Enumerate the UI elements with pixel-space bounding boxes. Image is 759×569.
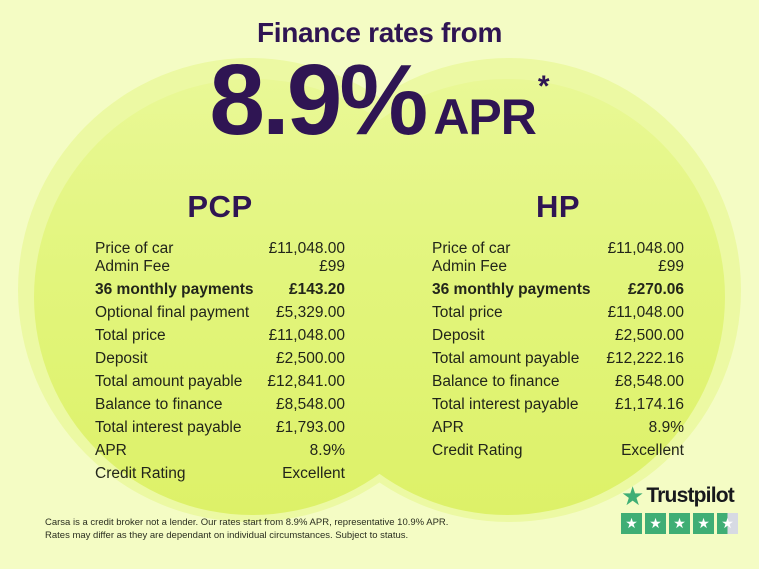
row-value: £12,222.16 bbox=[606, 350, 684, 367]
rate-value: 8.9% bbox=[209, 44, 428, 156]
row-value: Excellent bbox=[282, 465, 345, 482]
trustpilot-star-box-1: ★ bbox=[621, 513, 642, 534]
row-value: £270.06 bbox=[627, 281, 684, 298]
finance-row: Optional final payment £5,329.00 bbox=[95, 304, 345, 322]
headline-rate: 8.9% APR * bbox=[0, 50, 759, 150]
finance-row: Admin Fee £99 bbox=[95, 258, 345, 276]
row-label: Balance to finance bbox=[95, 396, 223, 413]
row-label: Total price bbox=[95, 327, 166, 344]
finance-row: Total amount payable £12,841.00 bbox=[95, 373, 345, 391]
finance-row: 36 monthly payments £270.06 bbox=[432, 281, 684, 299]
row-label: Deposit bbox=[95, 350, 148, 367]
finance-row: 36 monthly payments £143.20 bbox=[95, 281, 345, 299]
pcp-table: Price of car £11,048.00 Admin Fee £99 36 mon… bbox=[95, 240, 345, 483]
finance-row: Deposit £2,500.00 bbox=[432, 327, 684, 345]
row-value: 8.9% bbox=[309, 442, 345, 459]
pcp-heading: PCP bbox=[187, 189, 253, 224]
row-label: Optional final payment bbox=[95, 304, 250, 321]
row-label: APR bbox=[432, 419, 464, 436]
row-label: Total interest payable bbox=[432, 396, 579, 413]
finance-row: Credit Rating Excellent bbox=[432, 442, 684, 460]
row-label: 36 monthly payments bbox=[432, 281, 591, 298]
banner-title: Finance rates from bbox=[256, 17, 503, 48]
trustpilot-logo: ★ Trustpilot bbox=[621, 483, 745, 509]
trustpilot-star-box-4: ★ bbox=[693, 513, 714, 534]
row-label: Admin Fee bbox=[95, 258, 170, 275]
trustpilot-star-box-3: ★ bbox=[669, 513, 690, 534]
row-label: 36 monthly payments bbox=[95, 281, 254, 298]
row-value: £11,048.00 bbox=[607, 240, 684, 257]
finance-row: Admin Fee £99 bbox=[432, 258, 684, 276]
disclaimer-text: Carsa is a credit broker not a lender. O… bbox=[45, 516, 485, 542]
hp-table: Price of car £11,048.00 Admin Fee £99 36 mon… bbox=[432, 240, 684, 460]
finance-row: Total price £11,048.00 bbox=[432, 304, 684, 322]
row-value: £99 bbox=[319, 258, 345, 275]
hp-column: HP Price of car £11,048.00 Admin Fee £99 36 … bbox=[432, 189, 684, 460]
row-label: Total price bbox=[432, 304, 503, 321]
finance-row: Total price £11,048.00 bbox=[95, 327, 345, 345]
row-label: Credit Rating bbox=[95, 465, 186, 482]
row-value: £99 bbox=[658, 258, 684, 275]
row-label: Total amount payable bbox=[95, 373, 243, 390]
row-value: £11,048.00 bbox=[268, 240, 345, 257]
row-value: £143.20 bbox=[288, 281, 345, 298]
row-label: Total interest payable bbox=[95, 419, 242, 436]
row-value: £12,841.00 bbox=[267, 373, 345, 390]
row-label: Credit Rating bbox=[432, 442, 523, 459]
row-value: £11,048.00 bbox=[607, 304, 684, 321]
apr-label: APR bbox=[433, 89, 537, 145]
pcp-column: PCP Price of car £11,048.00 Admin Fee £99 36… bbox=[95, 189, 345, 483]
trustpilot-star-icon: ★ bbox=[621, 481, 645, 511]
row-value: 8.9% bbox=[648, 419, 684, 436]
row-value: £11,048.00 bbox=[268, 327, 345, 344]
row-value: £2,500.00 bbox=[615, 327, 684, 344]
row-label: APR bbox=[95, 442, 127, 459]
row-value: £1,793.00 bbox=[276, 419, 345, 436]
disclaimer-line-1: Carsa is a credit broker not a lender. O… bbox=[45, 517, 449, 528]
hp-heading: HP bbox=[535, 189, 581, 224]
disclaimer-line-2: Rates may differ as they are dependant o… bbox=[45, 530, 409, 541]
finance-row: Total amount payable £12,222.16 bbox=[432, 350, 684, 368]
finance-row: APR 8.9% bbox=[95, 442, 345, 460]
row-value: £5,329.00 bbox=[276, 304, 345, 321]
apr-asterisk: * bbox=[537, 70, 550, 103]
row-value: £2,500.00 bbox=[276, 350, 345, 367]
row-label: Balance to finance bbox=[432, 373, 560, 390]
finance-row: Total interest payable £1,174.16 bbox=[432, 396, 684, 414]
trustpilot-widget[interactable]: ★ Trustpilot ★ ★ ★ ★ ★ bbox=[621, 483, 745, 534]
finance-row: Balance to finance £8,548.00 bbox=[432, 373, 684, 391]
trustpilot-star-box-5: ★ bbox=[717, 513, 738, 534]
finance-row: Credit Rating Excellent bbox=[95, 465, 345, 483]
row-label: Total amount payable bbox=[432, 350, 580, 367]
trustpilot-rating-stars: ★ ★ ★ ★ ★ bbox=[621, 513, 745, 534]
finance-row: Deposit £2,500.00 bbox=[95, 350, 345, 368]
background-circle-right bbox=[289, 79, 725, 515]
trustpilot-brand-name: Trustpilot bbox=[646, 484, 734, 507]
finance-row: Balance to finance £8,548.00 bbox=[95, 396, 345, 414]
finance-row: Price of car £11,048.00 bbox=[432, 240, 684, 258]
row-value: £8,548.00 bbox=[276, 396, 345, 413]
trustpilot-star-box-2: ★ bbox=[645, 513, 666, 534]
row-label: Price of car bbox=[95, 240, 174, 257]
row-label: Price of car bbox=[432, 240, 511, 257]
row-value: £8,548.00 bbox=[615, 373, 684, 390]
finance-row: APR 8.9% bbox=[432, 419, 684, 437]
row-label: Deposit bbox=[432, 327, 485, 344]
finance-row: Price of car £11,048.00 bbox=[95, 240, 345, 258]
row-value: Excellent bbox=[621, 442, 684, 459]
row-value: £1,174.16 bbox=[615, 396, 684, 413]
finance-row: Total interest payable £1,793.00 bbox=[95, 419, 345, 437]
row-label: Admin Fee bbox=[432, 258, 507, 275]
